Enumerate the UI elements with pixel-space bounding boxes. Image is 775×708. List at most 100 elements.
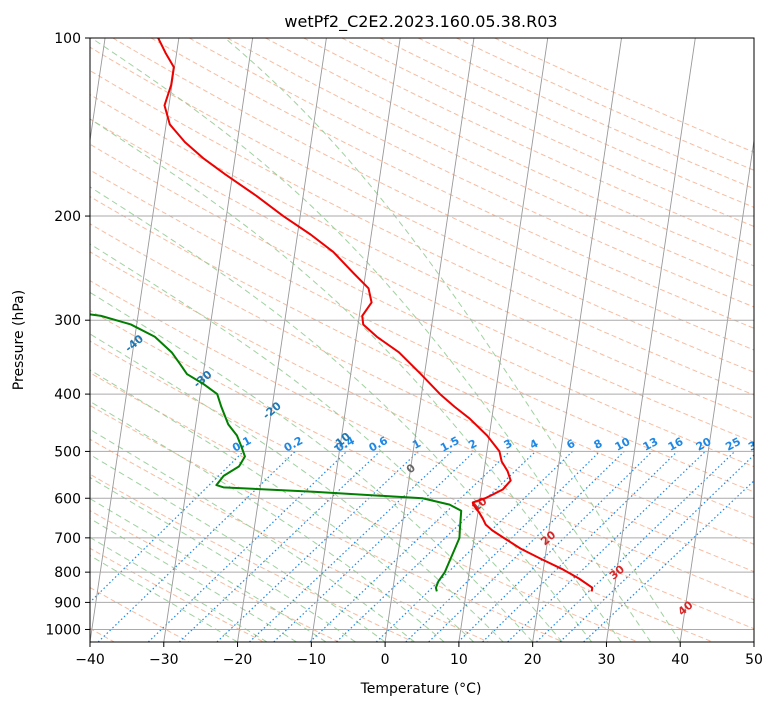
x-axis-label: Temperature (°C) [360, 681, 482, 697]
dry-adiabat-line [90, 340, 713, 642]
dry-adiabat-line [90, 118, 754, 443]
isotherm-line [237, 38, 327, 642]
y-tick-label: 800 [54, 565, 81, 581]
dry-adiabat-line [90, 195, 754, 519]
y-tick-label: 400 [54, 387, 81, 403]
isotherm-line [310, 38, 401, 642]
moist-adiabat-line [224, 38, 681, 642]
dry-adiabat-line [90, 473, 414, 642]
isotherm-line [679, 137, 754, 642]
mixing-ratio-label: 4 [528, 437, 541, 452]
isotherm-label: 0 [404, 461, 418, 476]
dry-adiabats [90, 38, 754, 642]
mixing-ratio-label: 6 [564, 437, 577, 452]
dry-adiabat-line [90, 70, 754, 396]
mixing-ratio-label: 16 [666, 435, 686, 454]
profile-series [90, 38, 594, 592]
moist-adiabat-line [90, 554, 238, 642]
isotherm-label: -20 [260, 399, 284, 422]
dry-adiabat-line [379, 38, 754, 208]
y-axis-ticks: 100 200 300 400 500 600 700 800 900 1000 [45, 31, 90, 638]
mixing-ratio-label: 20 [694, 435, 714, 454]
plot-area: 0.10.20.40.611.52346810131620253036 -100… [0, 38, 766, 642]
mixing-ratio-line [97, 450, 296, 642]
mixing-ratio-label: 25 [723, 435, 743, 454]
moist-adiabats [90, 38, 681, 642]
x-tick-label: 30 [598, 652, 616, 668]
y-tick-label: 200 [54, 209, 81, 225]
moist-adiabat-line [90, 428, 415, 642]
mixing-ratio-label: 10 [613, 435, 633, 454]
dry-adiabat-line [150, 38, 754, 329]
moist-adiabat-line [90, 453, 386, 642]
isotherm-label: -40 [122, 332, 146, 355]
mixing-ratio-label: 8 [592, 437, 605, 452]
isotherm-label: -50 [55, 289, 79, 312]
plot-frame [89, 37, 755, 643]
mixing-ratio-line [559, 454, 754, 642]
isotherm-line [384, 38, 475, 642]
x-tick-label: −30 [149, 652, 179, 668]
isotherm-line [532, 38, 622, 642]
isotherm-label: -60 [0, 241, 12, 264]
mixing-ratio-label: 30 [746, 435, 766, 454]
mixing-ratio-line [336, 450, 537, 642]
dry-adiabat-line [90, 510, 339, 642]
isotherm-line [90, 38, 106, 144]
moist-adiabat-line [90, 498, 327, 642]
moist-adiabat-line [90, 400, 445, 642]
isotherm-line [90, 38, 180, 642]
dry-adiabat-line [90, 93, 754, 419]
mixing-ratio-label: 1 [410, 437, 423, 452]
mixing-ratio-line [482, 450, 678, 642]
dry-adiabat-line [90, 46, 754, 373]
x-tick-label: 10 [450, 652, 468, 668]
chart-title: wetPf2_C2E2.2023.160.05.38.R03 [284, 12, 557, 32]
mixing-ratio-line [535, 450, 736, 642]
dry-adiabat-line [90, 223, 754, 545]
moist-adiabat-line [90, 517, 297, 642]
isotherm-line [605, 38, 696, 642]
mixing-ratio-line [147, 450, 348, 642]
dry-adiabat-line [494, 38, 754, 153]
isotherm-line [163, 38, 254, 642]
mixing-ratio-line [405, 450, 601, 642]
isotherm-label: 30 [607, 562, 627, 582]
dry-adiabat-line [227, 38, 754, 287]
mixing-ratio-line [457, 450, 653, 642]
pressure-gridlines [90, 38, 754, 630]
mixing-ratio-line [273, 450, 475, 642]
dry-adiabat-line [90, 372, 639, 642]
mixing-ratio-label: 2 [466, 437, 479, 452]
moist-adiabat-line [90, 243, 563, 642]
moist-adiabat-line [91, 38, 652, 642]
mixing-ratio-label: 3 [502, 437, 515, 452]
x-tick-label: 50 [745, 652, 763, 668]
mixing-ratio-line [507, 450, 706, 642]
mixing-ratio-lines [90, 450, 754, 642]
mixing-ratio-label: 13 [641, 435, 661, 454]
dry-adiabat-line [90, 251, 754, 573]
y-tick-label: 700 [54, 531, 81, 547]
x-tick-label: 40 [671, 652, 689, 668]
y-axis-label: Pressure (hPa) [11, 290, 27, 390]
dry-adiabat-line [265, 38, 754, 267]
x-tick-label: −10 [297, 652, 327, 668]
moist-adiabat-line [90, 476, 356, 642]
moist-adiabat-line [90, 333, 504, 642]
x-tick-label: −40 [75, 652, 105, 668]
y-tick-label: 300 [54, 313, 81, 329]
dry-adiabat-line [90, 309, 754, 630]
dry-adiabat-line [90, 404, 564, 642]
isotherms [90, 38, 754, 642]
dry-adiabat-line [90, 438, 489, 642]
isotherm-label: 40 [675, 598, 695, 618]
dry-adiabat-line [90, 143, 754, 468]
dry-adiabat-line [303, 38, 754, 247]
x-axis-ticks: −40 −30 −20 −10 0 10 20 30 40 50 [75, 642, 763, 668]
y-tick-label: 900 [54, 595, 81, 611]
x-tick-label: 0 [381, 652, 390, 668]
x-tick-label: 20 [524, 652, 542, 668]
